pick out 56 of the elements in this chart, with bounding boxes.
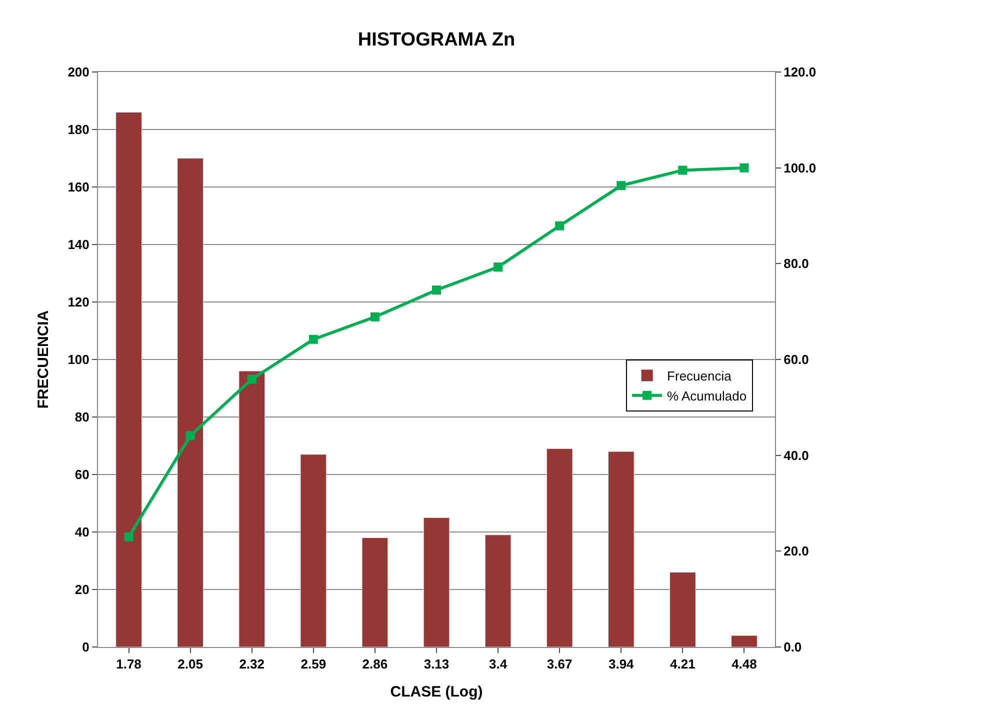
point (432, 286, 441, 295)
bar (238, 370, 266, 647)
bar (423, 517, 450, 647)
x-tick-label: 3.94 (608, 656, 635, 672)
y-tick-label: 180 (68, 122, 90, 138)
x-tick-label: 3.13 (424, 656, 450, 672)
bar (116, 112, 142, 647)
y2-tick-label: 100.0 (784, 160, 816, 176)
y-tick-label: 0 (82, 640, 90, 655)
legend-label: % Acumulado (667, 388, 747, 404)
y2-tick-label: 0.0 (784, 640, 802, 655)
legend-label: Frecuencia (667, 368, 732, 384)
point (678, 166, 688, 175)
point (124, 532, 134, 542)
point (740, 163, 749, 172)
y-tick-label: 140 (68, 237, 90, 252)
bar (731, 635, 758, 647)
y-axis-title: FRECUENCIA (34, 310, 52, 409)
bar (177, 158, 204, 647)
y-tick-label: 60 (74, 467, 90, 482)
y-tick-label: 100 (68, 352, 90, 368)
bar (484, 534, 512, 647)
x-tick-label: 3.4 (489, 656, 508, 672)
x-tick-label: 4.48 (732, 656, 757, 672)
y-tick-label: 20 (74, 582, 90, 598)
y2-tick-label: 60.0 (784, 352, 809, 368)
x-tick-label: 2.32 (239, 656, 265, 672)
point (247, 374, 256, 384)
point (370, 312, 380, 322)
point (555, 221, 564, 230)
y-tick-label: 80 (74, 410, 90, 425)
point (616, 181, 626, 190)
x-axis-title: CLASE (Log) (390, 684, 483, 701)
y-tick-label: 160 (68, 180, 90, 195)
y2-tick-label: 40.0 (784, 448, 809, 463)
bar (608, 451, 634, 647)
y-tick-label: 40 (74, 524, 90, 540)
y-tick-label: 120 (68, 294, 90, 310)
x-tick-label: 2.86 (362, 656, 388, 672)
x-tick-label: 2.59 (300, 656, 326, 672)
bar (546, 448, 573, 647)
chart-title: HISTOGRAMA Zn (358, 30, 516, 51)
bar (300, 454, 327, 647)
x-tick-label: 2.05 (178, 656, 203, 672)
y2-tick-label: 80.0 (784, 256, 809, 272)
point (186, 431, 195, 440)
y2-tick-label: 120.0 (784, 64, 816, 80)
point (308, 334, 318, 344)
point (494, 262, 503, 272)
x-tick-label: 1.78 (116, 656, 142, 672)
bar (670, 572, 696, 647)
x-tick-label: 4.21 (670, 656, 696, 672)
y2-tick-label: 20.0 (784, 544, 809, 559)
y-tick-label: 200 (68, 64, 90, 80)
bar (362, 538, 388, 647)
x-tick-label: 3.67 (546, 656, 572, 672)
